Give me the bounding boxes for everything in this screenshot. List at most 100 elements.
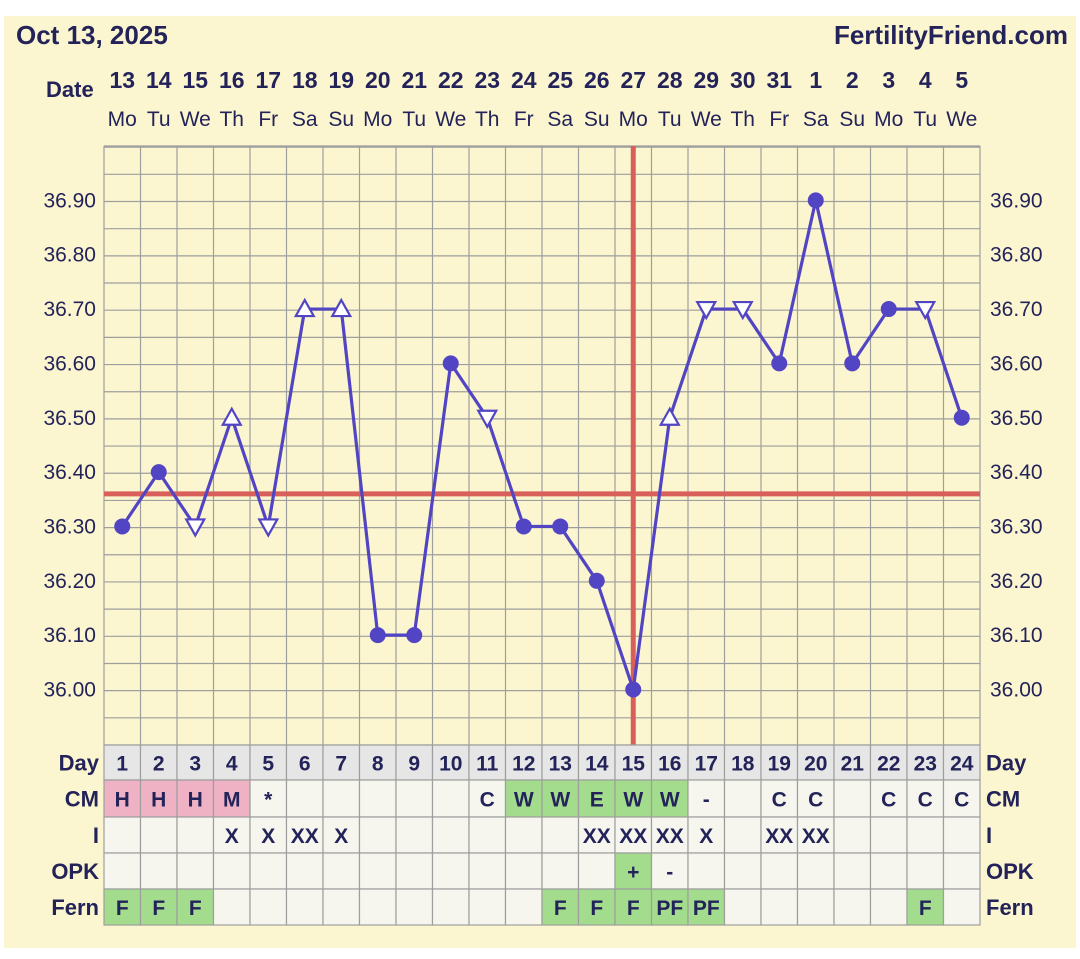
- header-site: FertilityFriend.com: [834, 20, 1068, 50]
- cm-cell-text: W: [550, 789, 570, 812]
- weekday-label: Tu: [658, 108, 682, 131]
- opk-row-label-left: OPK: [51, 859, 99, 884]
- fern-cell: [176, 888, 215, 926]
- weekday-label: Tu: [913, 108, 937, 131]
- opk-cell: [468, 852, 507, 890]
- cm-row-label-right: CM: [986, 787, 1020, 812]
- weekday-label: Mo: [619, 108, 648, 131]
- fern-cell: [833, 888, 872, 926]
- fern-cell-text: PF: [693, 897, 720, 920]
- cm-cell-text: *: [264, 789, 273, 812]
- cm-cell-text: H: [115, 789, 130, 812]
- day-cell-text: 3: [189, 753, 201, 776]
- i-cell: [176, 816, 215, 854]
- fern-cell: [942, 888, 981, 926]
- day-cell: [504, 744, 543, 781]
- temp-point-circle: [880, 301, 897, 318]
- weekday-label: We: [435, 108, 466, 131]
- opk-cell: [614, 852, 653, 890]
- fern-cell-text: F: [590, 897, 603, 920]
- i-cell: [833, 816, 872, 854]
- header-date: Oct 13, 2025: [16, 20, 168, 50]
- i-cell: [139, 816, 178, 854]
- date-number: 21: [401, 67, 427, 93]
- opk-cell: [723, 852, 762, 890]
- temp-point-circle: [442, 355, 459, 372]
- fern-cell: [614, 888, 653, 926]
- plot-area: [103, 145, 981, 748]
- i-cell-text: XX: [656, 825, 684, 848]
- temp-point-circle: [844, 355, 861, 372]
- opk-cell: [760, 852, 799, 890]
- temp-point-triangle-down: [476, 409, 499, 429]
- date-number: 3: [882, 67, 895, 93]
- date-label: Date: [46, 77, 94, 102]
- y-tick-left: 36.80: [43, 244, 96, 267]
- temp-point-triangle-down: [695, 300, 718, 321]
- temp-point-circle: [114, 518, 131, 535]
- day-row-label-right: Day: [986, 751, 1027, 776]
- i-cell: [869, 816, 908, 854]
- y-axis-ticks: 36.00 36.00 36.10 36.10 36.20 36.20 36.30 36.30…: [43, 189, 1042, 701]
- fern-cell: [723, 888, 762, 926]
- day-cell-text: 14: [585, 753, 609, 776]
- cm-cell-text: H: [188, 789, 203, 812]
- date-number: 30: [730, 67, 756, 93]
- day-cell-text: 7: [335, 753, 347, 776]
- weekday-label: Su: [584, 108, 610, 131]
- fern-cell: [358, 888, 397, 926]
- cm-row-label-left: CM: [65, 787, 99, 812]
- date-number: 15: [182, 67, 208, 93]
- i-cell: [468, 816, 507, 854]
- y-tick-left: 36.20: [43, 570, 96, 593]
- cm-cell-text: M: [223, 789, 241, 812]
- fern-cell: [103, 888, 142, 926]
- date-number: 19: [328, 67, 354, 93]
- i-cell-text: X: [699, 825, 713, 848]
- fern-cell-text: F: [919, 897, 932, 920]
- temp-point-triangle-up: [293, 297, 316, 318]
- day-cell-text: 15: [622, 753, 646, 776]
- i-cell: [614, 816, 653, 854]
- cm-cell-text: C: [772, 789, 787, 812]
- weekday-label: We: [946, 108, 977, 131]
- cm-cell: [942, 779, 981, 818]
- opk-cell: [942, 852, 981, 890]
- temperature-marks: [114, 192, 970, 698]
- fern-cell: [760, 888, 799, 926]
- temp-point-circle: [625, 681, 642, 698]
- day-cell: [577, 744, 616, 781]
- temp-point-circle: [771, 355, 788, 372]
- y-tick-left: 36.70: [43, 298, 96, 321]
- date-number: 26: [584, 67, 610, 93]
- day-cell-text: 21: [841, 753, 865, 776]
- weekday-label: Th: [475, 108, 500, 131]
- temperature-line: [120, 198, 964, 692]
- i-cell: [103, 816, 142, 854]
- weekday-label: Tu: [147, 108, 171, 131]
- i-cell: [650, 816, 689, 854]
- fern-cell: [431, 888, 470, 926]
- day-cell-text: 24: [950, 753, 974, 776]
- day-cell: [139, 744, 178, 781]
- date-number: 22: [438, 67, 464, 93]
- fern-cell-text: F: [554, 897, 567, 920]
- y-tick-left: 36.90: [43, 189, 96, 212]
- i-cell: [395, 816, 434, 854]
- i-cell: [285, 816, 324, 854]
- day-cell-text: 20: [804, 753, 827, 776]
- fern-row-label-right: Fern: [986, 895, 1034, 920]
- bottom-table: 1 2 3 4 5 6 7 8 9 10 11 12 13 14 15 16 17 18 19 20 21 22 23 24D…: [51, 744, 1034, 926]
- cm-cell: [723, 779, 762, 818]
- date-number: 1: [809, 67, 822, 93]
- cm-cell: [249, 779, 288, 818]
- weekday-label: Th: [730, 108, 755, 131]
- cm-cell-text: W: [660, 789, 680, 812]
- opk-cell: [431, 852, 470, 890]
- day-cell-text: 23: [914, 753, 937, 776]
- temp-point-triangle-down: [731, 300, 754, 321]
- i-cell-text: XX: [802, 825, 830, 848]
- day-cell: [431, 744, 470, 781]
- i-cell: [541, 816, 580, 854]
